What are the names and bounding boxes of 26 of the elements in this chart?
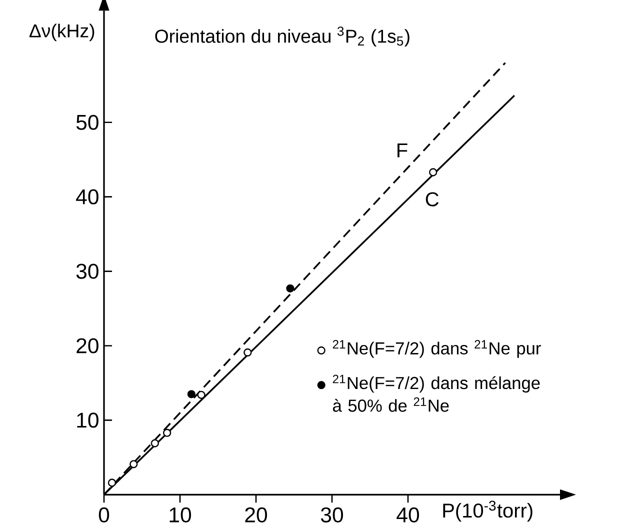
point xyxy=(130,460,138,468)
x-tick-label: 10 xyxy=(170,507,192,522)
x-axis-title: P(10$^{-3}$torr) xyxy=(443,500,532,522)
series-label: F xyxy=(398,143,408,158)
x-tick-label: 20 xyxy=(245,507,268,522)
point xyxy=(108,478,116,487)
legend-label: $^{21}$Ne(F=7/2) dans $^{21}$Ne pur xyxy=(332,340,541,358)
y-tick-label: 30 xyxy=(76,264,98,279)
x-tick-label: 30 xyxy=(320,507,344,522)
point xyxy=(429,168,438,176)
text: Orientation du niveau $^{3}$P$_{2}$ (1s$_{5}$) xyxy=(155,26,410,46)
point xyxy=(187,390,196,398)
y-tick-label: 40 xyxy=(76,189,98,204)
point xyxy=(163,428,172,437)
x-tick-label: 0 xyxy=(98,507,110,522)
point xyxy=(244,348,252,356)
legend-label: $^{21}$Ne(F=7/2) dans mélange à 50% de $^{21}$Ne xyxy=(332,374,540,412)
point xyxy=(286,284,294,292)
x-tick-label: 40 xyxy=(396,507,420,522)
y-tick-label: 50 xyxy=(76,114,98,130)
point xyxy=(150,439,159,448)
y-tick-label: 10 xyxy=(77,412,98,428)
y-axis-title: Δν(kHz) xyxy=(29,24,94,41)
y-tick-label: 20 xyxy=(76,338,98,354)
point xyxy=(197,390,206,399)
series-label: C xyxy=(426,192,439,206)
